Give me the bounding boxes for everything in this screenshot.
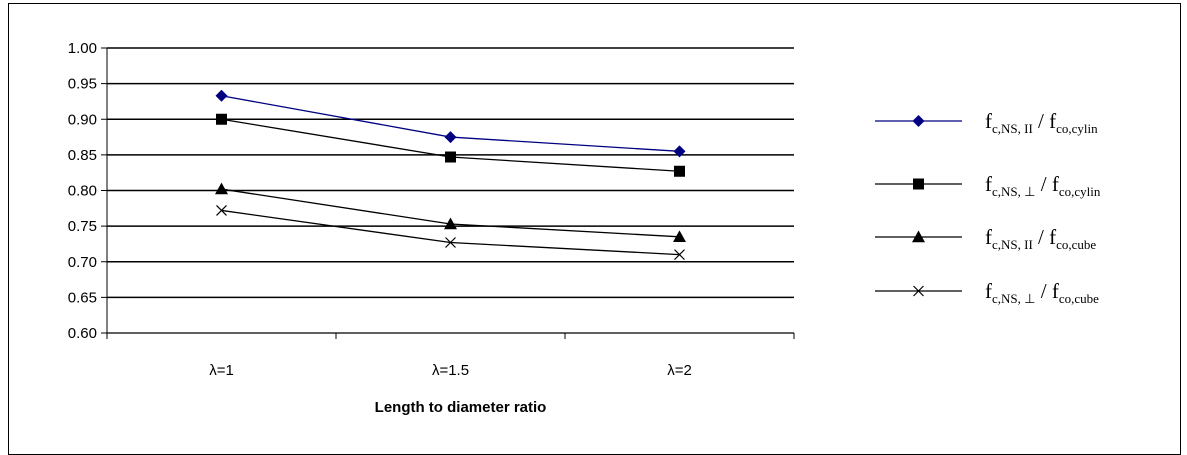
legend: fc,NS, II / fco,cylin fc,NS, ⊥ / fco,cyli… [875,109,1101,306]
data-point [444,217,457,230]
data-point [215,182,228,195]
legend-label: fc,NS, ⊥ / fco,cylin [985,172,1101,199]
data-point [445,151,456,163]
series-line [221,188,680,238]
data-point [673,230,686,243]
y-tick-label: 1.00 [68,40,97,57]
legend-marker [912,115,925,127]
data-point [445,237,456,248]
legend-label: fc,NS, ⊥ / fco,cube [985,279,1099,306]
y-tick-label: 0.70 [68,254,97,271]
legend-label: fc,NS, II / fco,cube [985,225,1096,252]
legend-marker [913,178,924,190]
data-point [673,145,686,158]
series-4 [216,205,685,261]
legend-item: fc,NS, ⊥ / fco,cube [875,279,1099,306]
y-tick-label: 0.80 [68,183,97,200]
x-tick-labels: λ=1 λ=1.5 λ=2 [209,362,692,379]
y-tick-label: 0.65 [68,289,97,306]
legend-label: fc,NS, II / fco,cylin [985,109,1098,136]
legend-marker [913,285,924,297]
legend-item: fc,NS, II / fco,cube [875,225,1096,252]
y-tick-label: 0.90 [68,111,97,128]
data-point [215,89,228,102]
series-line [221,118,680,172]
data-point [216,205,227,216]
series-2 [216,113,685,177]
legend-item: fc,NS, II / fco,cylin [875,109,1098,136]
chart-frame [8,3,1181,455]
series-3 [215,182,686,243]
series-lines [215,89,686,261]
data-point [444,131,457,144]
data-point [674,249,685,261]
series-1 [215,89,686,158]
y-tick-label: 0.95 [68,76,97,93]
legend-marker [912,230,925,243]
y-tick-label: 0.85 [68,147,97,164]
x-tick-label: λ=1 [209,362,234,379]
x-tick-label: λ=2 [667,362,692,379]
gridlines [107,47,794,299]
data-point [674,165,685,177]
x-tick-label: λ=1.5 [432,362,469,379]
data-point [216,113,227,125]
y-tick-label: 0.60 [68,325,97,342]
y-tick-labels: 0.60 0.65 0.70 0.75 0.80 0.85 0.90 0.95 1.00 [68,40,97,342]
legend-item: fc,NS, ⊥ / fco,cylin [875,172,1101,199]
y-tick-label: 0.75 [68,218,97,235]
axes [101,47,795,339]
x-axis-label: Length to diameter ratio [375,399,547,416]
